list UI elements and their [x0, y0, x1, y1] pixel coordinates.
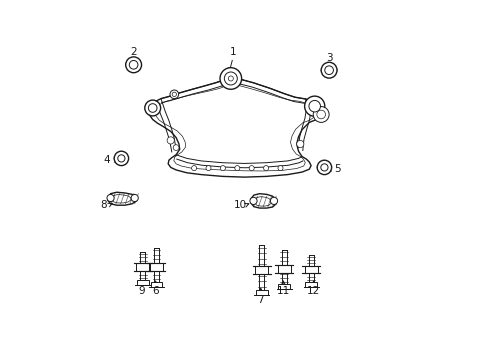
Ellipse shape: [321, 67, 336, 73]
Text: 1: 1: [229, 47, 236, 57]
Circle shape: [320, 164, 327, 171]
Circle shape: [317, 160, 331, 175]
Circle shape: [249, 166, 254, 171]
Bar: [137, 280, 148, 285]
Circle shape: [191, 166, 196, 171]
Circle shape: [107, 194, 114, 202]
Circle shape: [316, 110, 325, 119]
Bar: [149, 263, 163, 271]
Bar: [255, 266, 268, 274]
Polygon shape: [112, 194, 131, 203]
Circle shape: [324, 66, 333, 75]
Circle shape: [224, 72, 237, 85]
Bar: [136, 264, 149, 271]
Text: 6: 6: [152, 286, 159, 296]
Circle shape: [205, 166, 211, 171]
Text: 7: 7: [257, 294, 264, 305]
Text: 4: 4: [103, 155, 110, 165]
Circle shape: [114, 151, 128, 166]
Bar: [150, 282, 162, 287]
Circle shape: [170, 90, 178, 99]
Circle shape: [313, 107, 328, 122]
Circle shape: [220, 68, 241, 89]
Circle shape: [308, 100, 320, 112]
Text: 3: 3: [325, 53, 332, 63]
Ellipse shape: [114, 156, 128, 161]
Text: 12: 12: [306, 286, 320, 296]
Circle shape: [249, 197, 257, 204]
Bar: [305, 282, 316, 287]
Bar: [256, 290, 267, 295]
Bar: [278, 284, 289, 289]
Circle shape: [263, 166, 268, 171]
Circle shape: [270, 197, 277, 204]
Ellipse shape: [317, 165, 331, 170]
Text: 2: 2: [130, 47, 137, 57]
Circle shape: [228, 76, 233, 81]
Circle shape: [296, 140, 303, 148]
Circle shape: [125, 57, 141, 73]
Circle shape: [304, 96, 324, 116]
Circle shape: [129, 60, 138, 69]
Polygon shape: [250, 194, 276, 208]
Text: 9: 9: [138, 286, 145, 296]
Circle shape: [172, 92, 176, 96]
Text: 8: 8: [100, 200, 106, 210]
Bar: [304, 266, 317, 274]
Circle shape: [131, 194, 138, 202]
Circle shape: [173, 145, 179, 150]
Text: 10: 10: [233, 200, 246, 210]
Circle shape: [277, 166, 283, 171]
Circle shape: [234, 166, 239, 171]
Ellipse shape: [125, 62, 141, 68]
Text: 11: 11: [276, 286, 289, 296]
Text: 5: 5: [333, 164, 340, 174]
Circle shape: [148, 104, 157, 112]
Bar: [277, 265, 290, 273]
Circle shape: [144, 100, 160, 116]
Polygon shape: [254, 197, 270, 206]
Circle shape: [167, 137, 174, 144]
Circle shape: [118, 155, 125, 162]
Polygon shape: [107, 192, 136, 205]
Circle shape: [220, 166, 225, 171]
Circle shape: [321, 62, 336, 78]
